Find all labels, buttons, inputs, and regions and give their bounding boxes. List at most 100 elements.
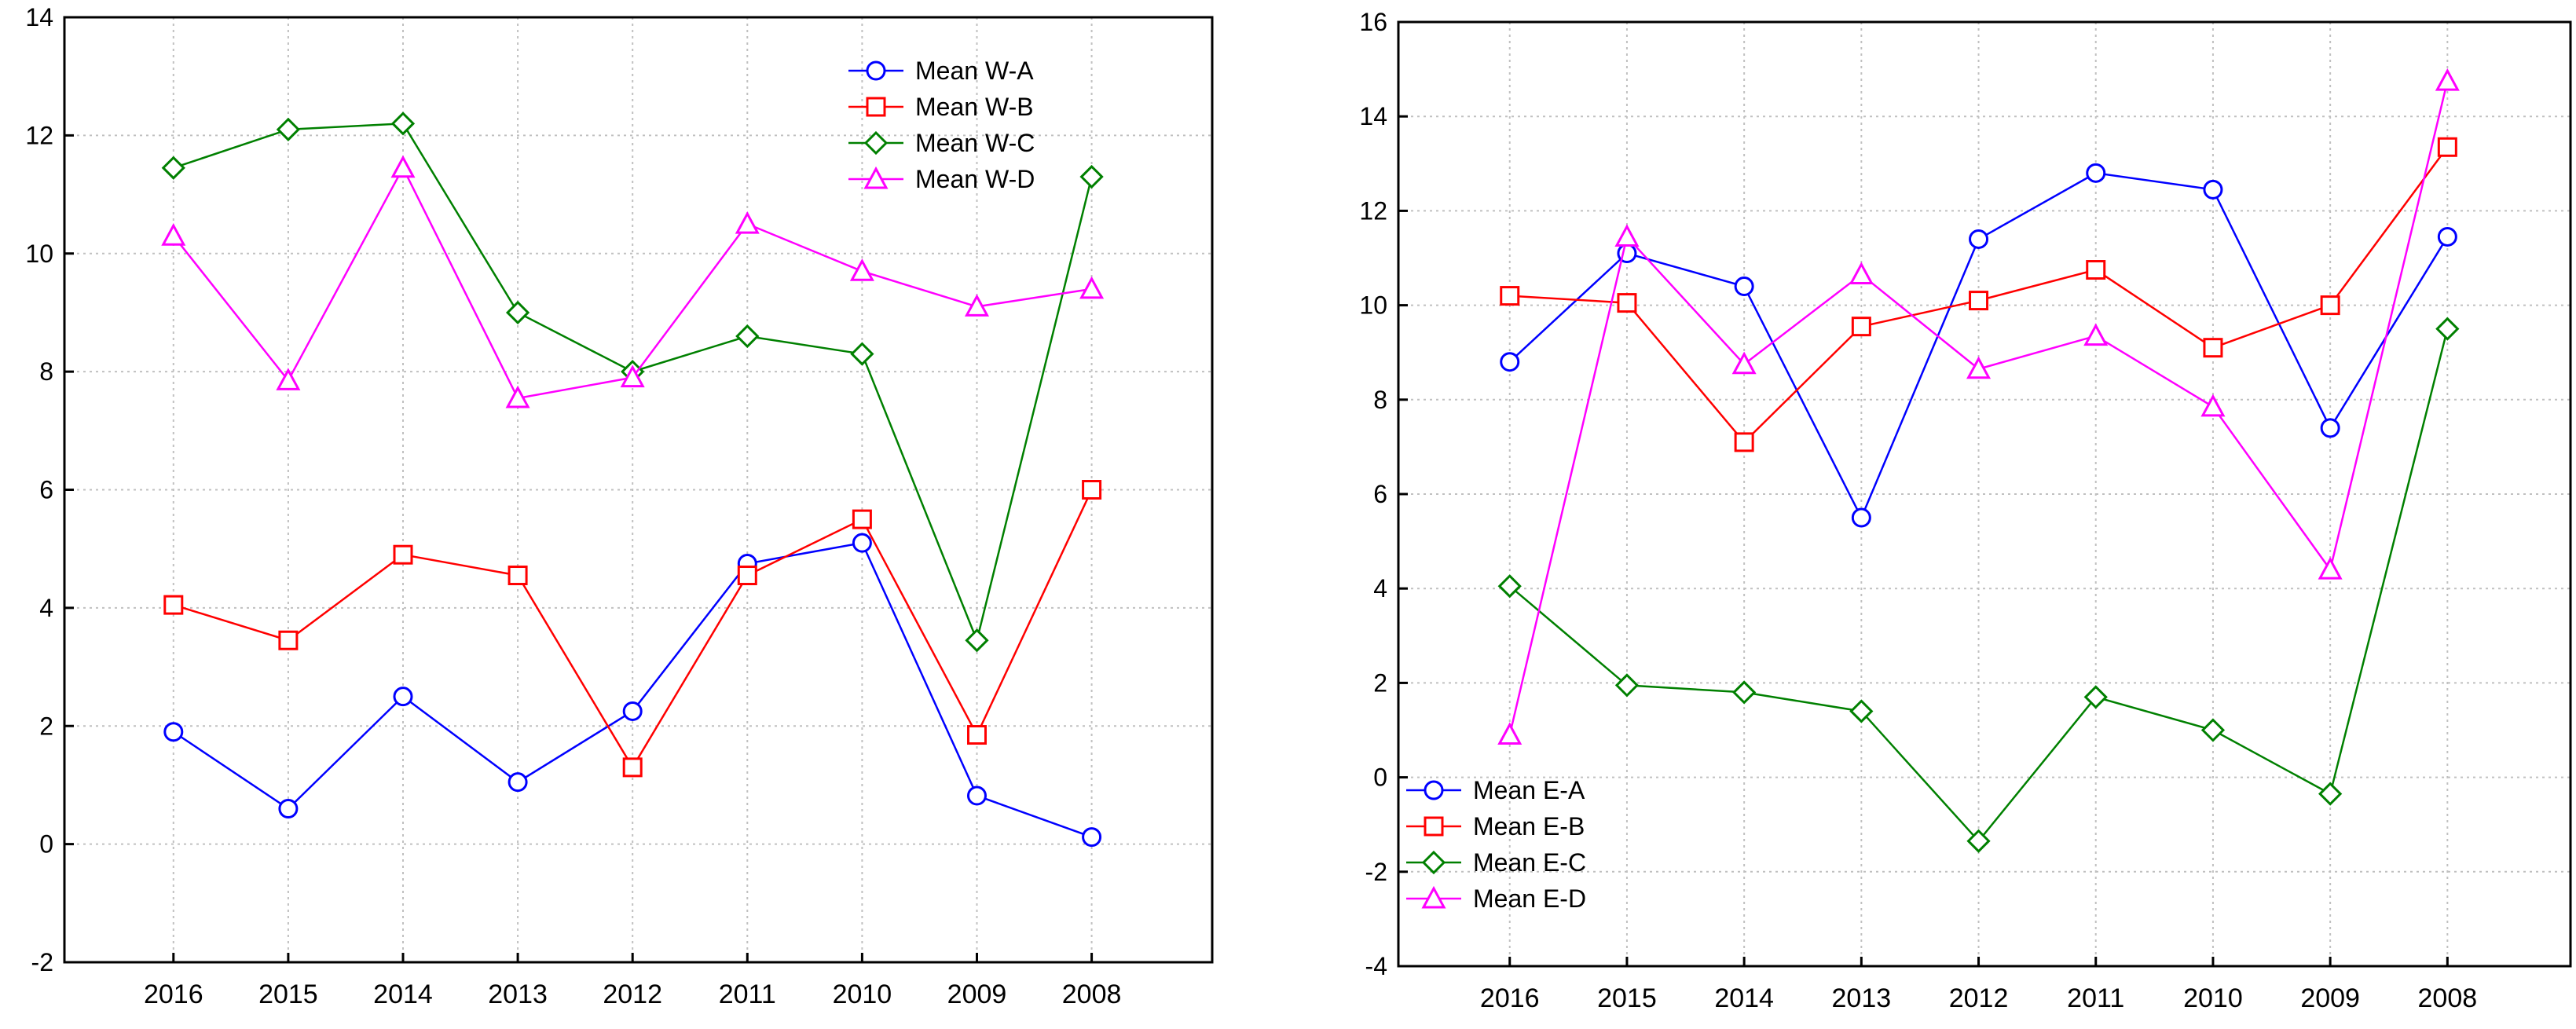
chart-1-point-mean-e-b	[2437, 137, 2457, 157]
chart-0-point-mean-w-d	[735, 211, 760, 234]
chart-0-point-mean-w-a	[278, 799, 299, 819]
chart-0-y-tick-label: -2	[31, 948, 53, 976]
chart-0-point-mean-w-a	[163, 722, 184, 742]
chart-1-x-tick-label: 2011	[2067, 983, 2124, 1013]
chart-0-y-tick-label: 14	[25, 3, 53, 31]
chart-0-x-tick-label: 2012	[603, 980, 662, 1009]
chart-0-x-tick-label: 2013	[488, 980, 548, 1009]
chart-1-point-mean-e-b	[2203, 338, 2223, 358]
chart-1-point-mean-e-a	[2203, 179, 2223, 200]
chart-0-point-mean-w-a	[393, 687, 413, 707]
chart-0-point-mean-w-c	[1079, 164, 1104, 189]
chart-1-point-mean-e-a	[1851, 507, 1871, 528]
chart-1-point-mean-e-d	[2200, 394, 2226, 417]
chart-1-point-mean-e-b	[1851, 317, 1871, 337]
chart-1-line-mean-e-d	[1508, 80, 2449, 735]
chart-1-point-mean-e-a	[2320, 418, 2340, 438]
chart-0-x-tick-label: 2011	[719, 980, 776, 1009]
chart-1-point-mean-e-d	[1731, 351, 1757, 375]
chart-0-x-tick-label: 2009	[947, 980, 1007, 1009]
chart-0-point-mean-w-b	[737, 566, 757, 586]
chart-0-x-tick-label: 2016	[144, 980, 203, 1009]
chart-1-legend-marker-mean-e-c	[1421, 850, 1446, 875]
chart-1-y-tick-label: -2	[1365, 858, 1387, 886]
chart-0-y-axis: -2 0 2 4 6 8 10 12 14	[25, 3, 74, 976]
chart-1-x-axis: 2016 2015 2014 2013 2012 2011 2010 2009 2008	[1480, 957, 2477, 1013]
chart-1-point-mean-e-a	[1500, 352, 1520, 372]
chart-1-point-mean-e-c	[1614, 673, 1640, 698]
chart-1-x-tick-label: 2014	[1714, 983, 1774, 1013]
chart-0-series-mean-w-c	[161, 112, 1104, 653]
chart-0-point-mean-w-b	[278, 630, 299, 650]
chart-0-legend-marker-mean-w-b	[866, 97, 886, 117]
chart-1-legend-marker-mean-e-a	[1424, 780, 1444, 800]
chart-0-point-mean-w-d	[964, 294, 990, 317]
chart-0-point-mean-w-b	[852, 509, 872, 529]
chart-0-point-mean-w-b	[1082, 480, 1102, 500]
chart-0-point-mean-w-d	[276, 368, 301, 390]
chart-0-y-tick-label: 0	[39, 830, 53, 859]
chart-1-legend-label-mean-e-d: Mean E-D	[1473, 884, 1586, 913]
chart-0-legend-marker-mean-w-c	[863, 130, 889, 156]
chart-1-point-mean-e-d	[1966, 356, 1992, 379]
chart-0-point-mean-w-a	[622, 701, 643, 721]
chart-0-y-tick-label: 8	[39, 357, 53, 386]
chart-0-point-mean-w-b	[966, 725, 987, 745]
chart-1-y-axis: -4 -2 0 2 4 6 8 10 12 14 16	[1359, 8, 1408, 980]
chart-0-point-mean-w-a	[508, 772, 528, 793]
chart-1-point-mean-e-d	[1497, 722, 1523, 745]
chart-0-point-mean-w-d	[390, 155, 416, 178]
chart-1-y-tick-label: 14	[1359, 102, 1387, 130]
chart-0-y-tick-label: 6	[39, 476, 53, 504]
chart-1-x-tick-label: 2010	[2183, 983, 2243, 1013]
chart-1-legend-label-mean-e-a: Mean E-A	[1473, 776, 1585, 804]
chart-1-point-mean-e-c	[1732, 680, 1757, 705]
chart-1-point-mean-e-b	[2086, 260, 2106, 280]
chart-0-point-mean-w-c	[850, 342, 874, 366]
chart-1-point-mean-e-c	[1497, 574, 1522, 599]
chart-0-y-tick-label: 10	[25, 240, 53, 268]
chart-0-y-tick-label: 12	[25, 121, 53, 149]
chart-0-legend-marker-mean-w-d	[863, 166, 889, 189]
chart-0-legend-label-mean-w-b: Mean W-B	[915, 93, 1034, 121]
chart-1-point-mean-e-d	[1614, 224, 1640, 247]
chart-0-y-tick-label: 2	[39, 712, 53, 740]
chart-1-y-tick-label: 6	[1373, 480, 1387, 508]
chart-0-series-mean-w-d	[161, 155, 1105, 408]
chart-0-point-mean-w-d	[161, 223, 186, 246]
chart-0-point-mean-w-a	[966, 785, 987, 806]
chart-1-y-tick-label: 16	[1359, 8, 1387, 36]
chart-1-point-mean-e-c	[2318, 782, 2343, 806]
chart-1-x-tick-label: 2009	[2300, 983, 2360, 1013]
chart-0-point-mean-w-b	[163, 595, 184, 615]
chart-0-point-mean-w-b	[393, 544, 413, 565]
chart-1-point-mean-e-c	[1966, 829, 1991, 853]
chart-1-point-mean-e-b	[1734, 432, 1754, 452]
chart-0-point-mean-w-d	[505, 385, 530, 408]
chart-1-point-mean-e-b	[1969, 291, 1989, 311]
chart-1-y-tick-label: 10	[1359, 291, 1387, 320]
chart-0-legend-marker-mean-w-a	[866, 60, 886, 81]
chart-0-x-tick-label: 2015	[258, 980, 318, 1009]
chart-0-grid	[64, 17, 1212, 962]
chart-0-y-tick-label: 4	[39, 594, 53, 622]
chart-0-point-mean-w-c	[735, 324, 760, 349]
chart-0-point-mean-w-c	[390, 112, 416, 136]
chart-1-point-mean-e-a	[2086, 163, 2106, 183]
chart-1-series-mean-e-a	[1500, 163, 2457, 528]
chart-1-legend-label-mean-e-b: Mean E-B	[1473, 812, 1585, 840]
chart-0-series-mean-w-a	[163, 533, 1102, 848]
chart-0-x-tick-label: 2010	[833, 980, 892, 1009]
chart-1-point-mean-e-c	[2435, 317, 2460, 341]
chart-1-legend: Mean E-A Mean E-B Mean E-C Mean E-D	[1406, 776, 1586, 913]
chart-0-point-mean-w-d	[620, 364, 645, 388]
chart-0-point-mean-w-c	[161, 156, 185, 180]
chart-1-y-tick-label: 4	[1373, 574, 1387, 602]
chart-1-series-mean-e-c	[1497, 317, 2460, 853]
chart-0-legend: Mean W-A Mean W-B Mean W-C Mean W-D	[848, 57, 1035, 193]
chart-0-x-tick-label: 2008	[1062, 980, 1122, 1009]
chart-1-point-mean-e-a	[1734, 276, 1754, 297]
chart-0-point-mean-w-b	[508, 566, 528, 586]
chart-1-x-tick-label: 2015	[1597, 983, 1657, 1013]
